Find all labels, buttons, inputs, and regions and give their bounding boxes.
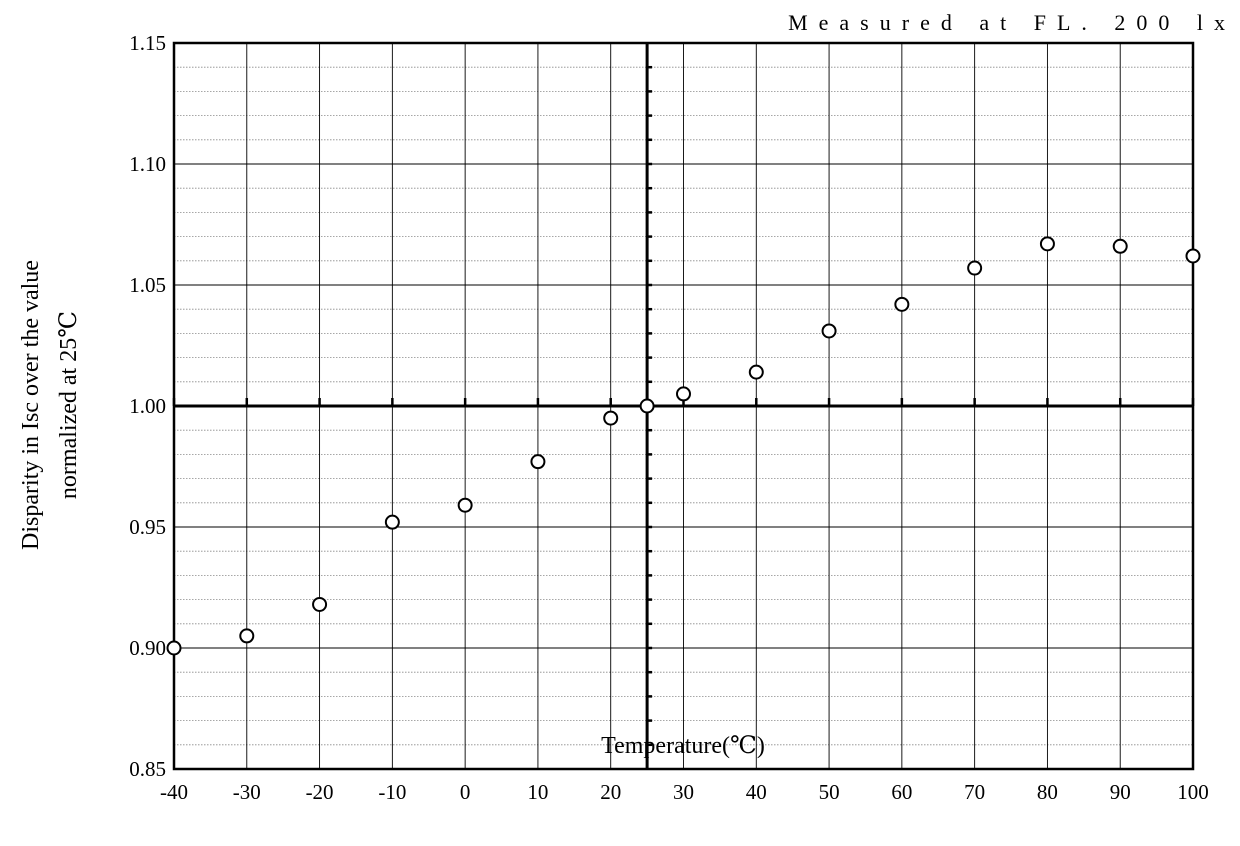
data-points — [166, 236, 1201, 656]
x-tick-label: 100 — [1177, 780, 1209, 804]
data-point — [1112, 238, 1128, 254]
y-tick-label: 0.95 — [129, 515, 166, 539]
y-axis-title-line1: Disparity in Isc over the value — [18, 260, 44, 550]
x-tick-label: -30 — [233, 780, 261, 804]
data-point — [166, 640, 182, 656]
x-tick-label: 60 — [891, 780, 912, 804]
data-point — [530, 454, 546, 470]
data-point — [312, 596, 328, 612]
y-tick-label: 1.05 — [129, 273, 166, 297]
y-tick-label: 0.85 — [129, 757, 166, 781]
data-point — [1039, 236, 1055, 252]
x-tick-label: 40 — [746, 780, 767, 804]
data-point — [894, 296, 910, 312]
data-point — [639, 398, 655, 414]
x-tick-label: -20 — [306, 780, 334, 804]
measurement-note: Measured at FL. 200 lx — [788, 10, 1236, 35]
data-point — [603, 410, 619, 426]
plot-frame — [172, 41, 1195, 771]
x-tick-label: 10 — [527, 780, 548, 804]
y-tick-label: 1.00 — [129, 394, 166, 418]
data-point — [1185, 248, 1201, 264]
y-tick-labels: 0.85 0.90 0.95 1.00 1.05 1.10 1.15 — [129, 31, 166, 781]
x-tick-label: 80 — [1037, 780, 1058, 804]
data-point — [821, 323, 837, 339]
y-tick-label: 1.15 — [129, 31, 166, 55]
y-tick-label: 1.10 — [129, 152, 166, 176]
y-axis-title-line2: normalized at 25℃ — [56, 311, 82, 499]
data-point — [676, 386, 691, 402]
y-axis-title: Disparity in Isc over the value normaliz… — [18, 260, 82, 550]
x-tick-label: -40 — [160, 780, 188, 804]
x-tick-label: 0 — [460, 780, 471, 804]
y-tick-label: 0.90 — [129, 636, 166, 660]
x-tick-label: 30 — [673, 780, 694, 804]
data-point — [748, 364, 764, 380]
x-tick-label: 50 — [819, 780, 840, 804]
x-tick-label: -10 — [378, 780, 406, 804]
data-point — [239, 628, 255, 644]
x-tick-labels: -40 -30 -20 -10 0 10 20 30 40 50 60 70 80 90 100 — [160, 780, 1209, 804]
x-axis-title: Temperature(℃) — [601, 733, 765, 759]
x-tick-label: 20 — [600, 780, 621, 804]
data-point — [384, 514, 400, 530]
x-tick-label: 90 — [1110, 780, 1131, 804]
x-tick-label: 70 — [964, 780, 985, 804]
data-point — [967, 260, 983, 276]
data-point — [457, 497, 473, 513]
